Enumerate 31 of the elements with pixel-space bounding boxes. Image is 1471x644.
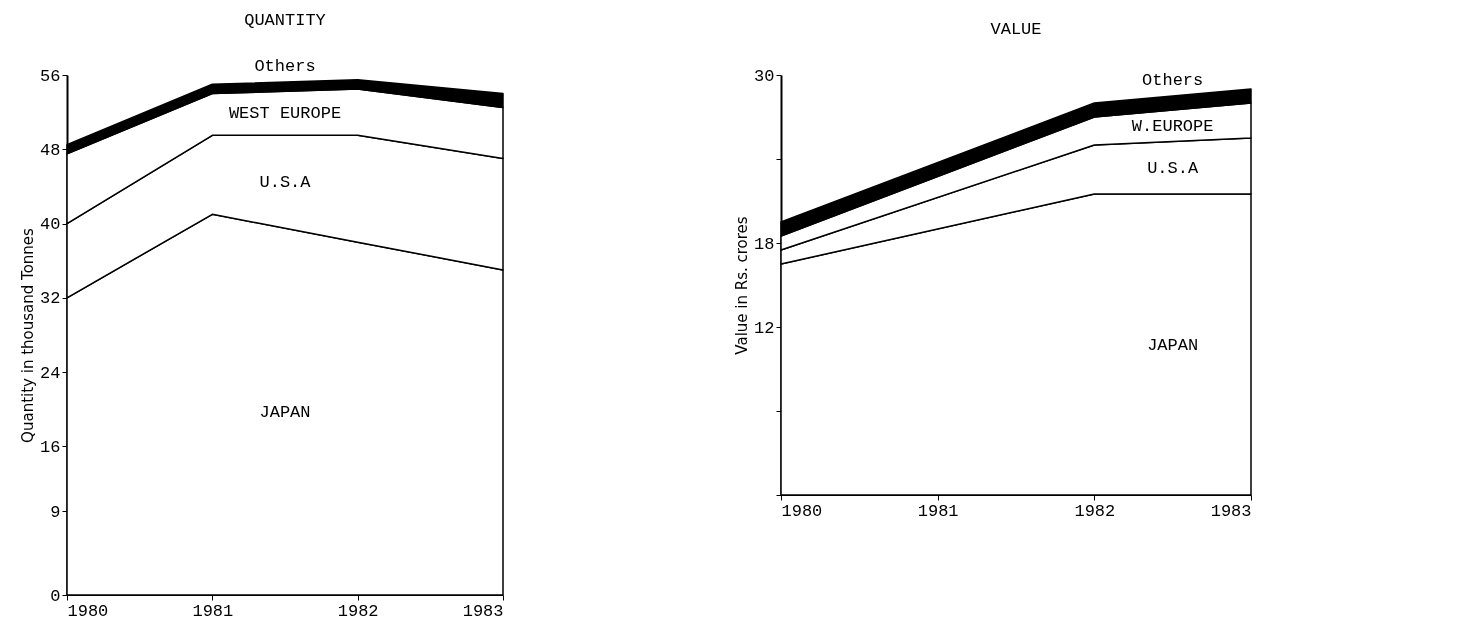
y-tick-label: 12: [754, 318, 775, 338]
series-label: W.EUROPE: [1131, 116, 1214, 136]
y-tick-label: 32: [40, 289, 61, 309]
series-label: U.S.A: [259, 172, 312, 192]
series-label: U.S.A: [1147, 158, 1199, 178]
y-tick-label: 30: [754, 66, 775, 86]
x-tick-label: 1981: [917, 501, 959, 521]
x-tick-label: 1981: [192, 601, 234, 621]
x-tick-label: 1983: [1210, 501, 1252, 521]
y-tick-label: 56: [40, 66, 61, 86]
x-tick-label: 1980: [67, 601, 109, 621]
y-tick-label: 48: [40, 140, 61, 160]
series-label: Others: [1142, 71, 1204, 90]
y-axis-title: Value in Rs. crores: [733, 216, 752, 355]
series-label: JAPAN: [259, 402, 311, 422]
chart-title: VALUE: [990, 20, 1042, 39]
series-label: Others: [254, 56, 316, 76]
y-tick-label: 0: [50, 586, 61, 606]
series-label: WEST EUROPE: [228, 104, 342, 124]
x-tick-label: 1980: [781, 501, 823, 521]
x-tick-label: 1982: [337, 601, 379, 621]
y-tick-label: 40: [40, 215, 61, 235]
y-tick-label: 18: [754, 234, 775, 254]
y-tick-label: 16: [40, 437, 61, 457]
chart-title: QUANTITY: [244, 10, 326, 30]
y-tick-label: 24: [40, 363, 61, 383]
y-tick-label: 9: [50, 502, 61, 522]
x-tick-label: 1983: [462, 601, 504, 621]
x-tick-label: 1982: [1074, 501, 1116, 521]
y-axis-title: Quantity in thousand Tonnes: [19, 227, 38, 443]
series-label: JAPAN: [1147, 335, 1199, 355]
